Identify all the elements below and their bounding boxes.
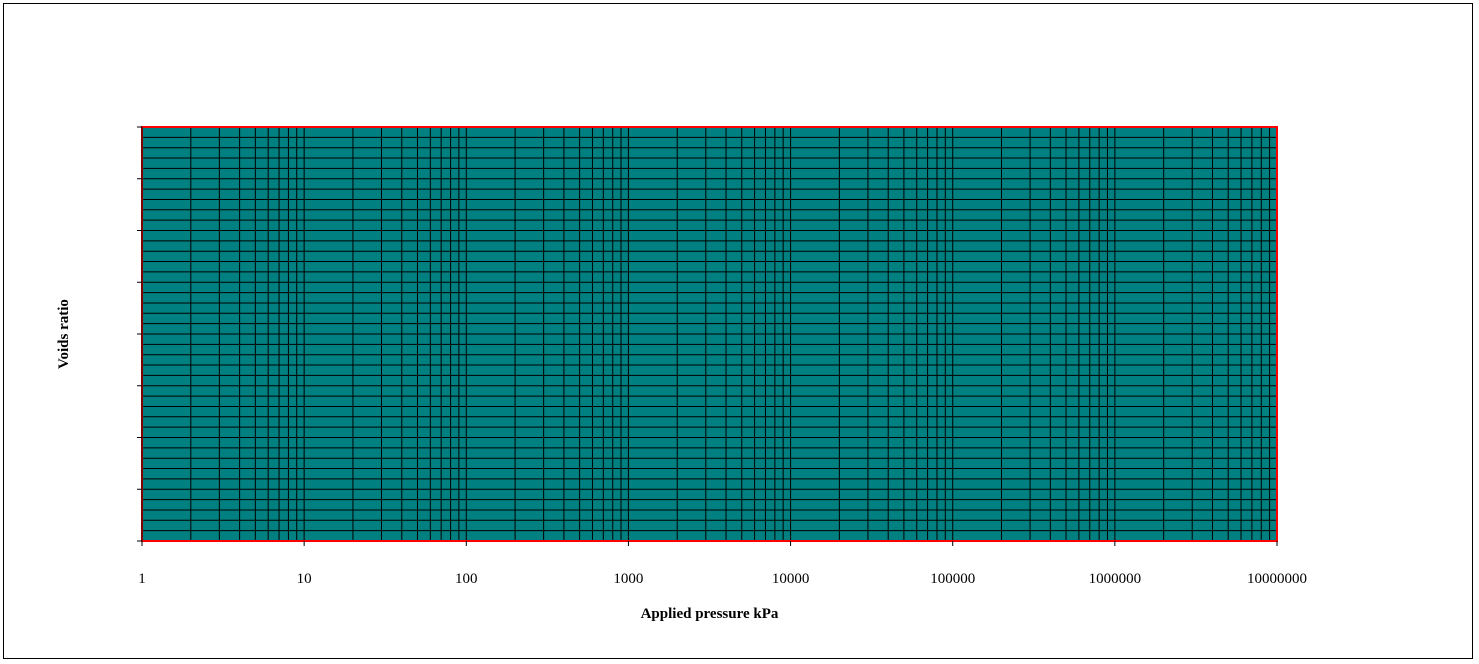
x-tick-label: 100000 xyxy=(930,571,975,587)
y-axis-title: Voids ratio xyxy=(56,299,72,369)
x-tick-labels: 1 10 100 1000 10000 100000 1000000 10000000 xyxy=(138,571,1307,587)
x-tick-label: 10 xyxy=(297,571,312,587)
x-ticks xyxy=(141,541,1278,546)
x-tick-label: 1 xyxy=(138,571,146,587)
x-tick-label: 1000000 xyxy=(1089,571,1142,587)
x-tick-label: 1000 xyxy=(613,571,643,587)
x-tick-label: 10000000 xyxy=(1247,571,1307,587)
x-tick-label: 10000 xyxy=(772,571,810,587)
y-ticks xyxy=(137,126,142,542)
gridlines xyxy=(142,127,1277,541)
x-tick-label: 100 xyxy=(455,571,478,587)
x-axis-title: Applied pressure kPa xyxy=(641,606,779,622)
